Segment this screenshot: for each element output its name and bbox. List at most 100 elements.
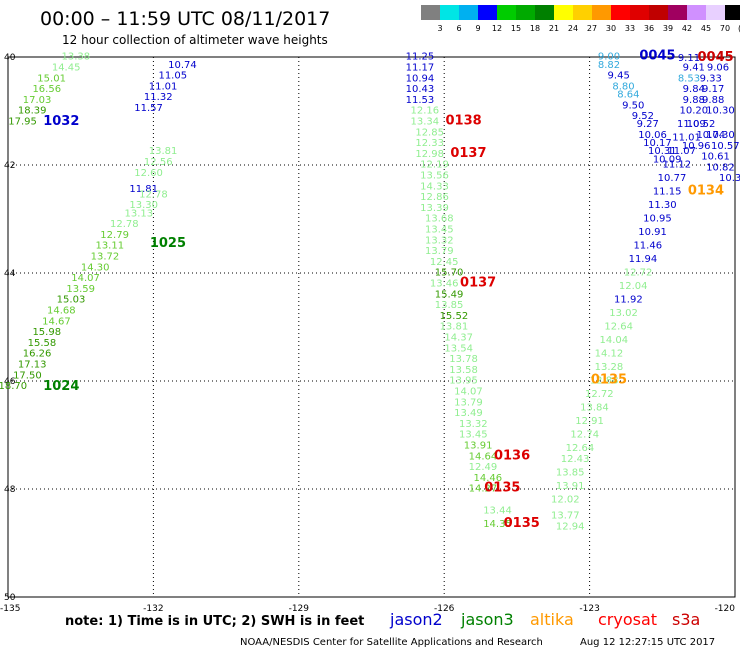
satellite-legend: jason2 jason3 altika cryosat s3a — [389, 610, 700, 629]
wave-height-label: 11.09 — [677, 119, 706, 130]
time-label: 0135 — [504, 516, 540, 531]
scale-label: 33 — [625, 24, 635, 33]
footer-timestamp: Aug 12 12:27:15 UTC 2017 — [580, 637, 715, 648]
scale-label: 15 — [511, 24, 521, 33]
wave-height-label: 13.54 — [444, 343, 473, 354]
wave-height-label: 13.46 — [430, 279, 459, 290]
wave-height-label: 16.56 — [32, 84, 61, 95]
wave-height-label: 13.84 — [580, 403, 609, 414]
wave-height-label: 9.06 — [707, 63, 729, 74]
wave-height-label: 10.43 — [406, 84, 435, 95]
scale-label: 21 — [549, 24, 559, 33]
scale-swatch — [478, 5, 497, 20]
wave-height-label: 13.59 — [66, 284, 95, 295]
wave-height-label: 13.02 — [609, 308, 638, 319]
plot-grid — [7, 56, 736, 598]
wave-height-label: 10.31 — [648, 146, 677, 157]
wave-height-label: 14.27 — [469, 484, 498, 495]
wave-height-label: 12.91 — [575, 416, 604, 427]
wave-height-label: 15.58 — [28, 338, 57, 349]
wave-height-label: 13.91 — [556, 481, 585, 492]
wave-height-label: 12.04 — [619, 281, 648, 292]
wave-height-label: 15.98 — [32, 327, 61, 338]
wave-height-label: 10.06 — [638, 130, 667, 141]
wave-height-label: 13.13 — [125, 208, 154, 219]
wave-height-label: 13.34 — [410, 117, 439, 128]
wave-height-label: 12.74 — [570, 430, 599, 441]
wave-height-label: 11.15 — [653, 187, 682, 198]
scale-swatch — [649, 5, 668, 20]
wave-height-label: 14.46 — [473, 473, 502, 484]
wave-height-label: 13.72 — [91, 252, 120, 263]
wave-height-label: 11.25 — [406, 52, 435, 63]
scale-swatch — [497, 5, 516, 20]
wave-height-label: 12.72 — [585, 389, 614, 400]
wave-height-label: 9.88 — [702, 95, 724, 106]
wave-height-label: 12.72 — [624, 268, 653, 279]
wave-height-label: 11.94 — [629, 254, 658, 265]
wave-height-label: 13.32 — [425, 235, 454, 246]
wave-height-label: 9.17 — [702, 84, 724, 95]
x-tick-label: -129 — [289, 604, 310, 614]
wave-height-label: 10.74 — [696, 130, 725, 141]
scale-swatch — [573, 5, 592, 20]
wave-height-label: 10.20 — [679, 106, 708, 117]
wave-height-label: 8.64 — [617, 90, 639, 101]
scale-label: 3 — [437, 24, 442, 33]
wave-height-label: 11.12 — [663, 160, 692, 171]
wave-height-label: 11.01 — [672, 133, 701, 144]
wave-height-label: 14.07 — [71, 273, 100, 284]
wave-height-label: 12.45 — [430, 257, 459, 268]
wave-height-label: 12.94 — [556, 522, 585, 533]
time-label: 0135 — [484, 481, 520, 496]
wave-height-label: 13.81 — [149, 146, 178, 157]
wave-height-label: 12.85 — [415, 127, 444, 138]
time-label: 1024 — [43, 379, 79, 394]
wave-height-label: 10.95 — [643, 214, 672, 225]
wave-height-label: 13.44 — [483, 505, 512, 516]
time-label: 1032 — [43, 114, 79, 129]
wave-height-label: 13.77 — [551, 511, 580, 522]
wave-height-label: 14.45 — [52, 63, 81, 74]
wave-height-label: 13.32 — [459, 419, 488, 430]
wave-height-label: 11.01 — [149, 81, 178, 92]
wave-height-label: 13.81 — [440, 322, 469, 333]
wave-height-label: 10.96 — [682, 141, 711, 152]
scale-swatch — [440, 5, 459, 20]
scale-label: 9 — [475, 24, 480, 33]
wave-height-label: 10.74 — [168, 60, 197, 71]
series-pass-c: 11.2511.1710.9410.4311.5312.1613.3412.85… — [406, 52, 540, 531]
wave-height-label: 9.88 — [683, 95, 705, 106]
scale-swatch — [668, 5, 687, 20]
scale-label: 27 — [587, 24, 597, 33]
wave-height-label: 11.57 — [134, 103, 163, 114]
x-tick-label: -120 — [715, 604, 736, 614]
legend-item-jason2: jason2 — [389, 610, 443, 629]
x-tick-label: -126 — [434, 604, 455, 614]
wave-height-label: 10.82 — [706, 162, 735, 173]
wave-height-label: 13.85 — [556, 468, 585, 479]
wave-height-label: 14.68 — [47, 306, 76, 317]
wave-height-label: 14.30 — [81, 262, 110, 273]
wave-height-label: 11.53 — [406, 95, 435, 106]
scale-label: 6 — [456, 24, 461, 33]
scale-swatch — [706, 5, 725, 20]
wave-height-label: 17.13 — [18, 360, 47, 371]
wave-height-label: 12.98 — [415, 149, 444, 160]
wave-height-label: 11.17 — [406, 63, 435, 74]
wave-height-label: 14.67 — [42, 316, 71, 327]
wave-height-label: 13.28 — [595, 362, 624, 373]
wave-height-label: 10.09 — [653, 154, 682, 165]
scale-label: 12 — [492, 24, 502, 33]
wave-height-label: 9.84 — [683, 84, 705, 95]
wave-height-label: 9.52 — [632, 111, 654, 122]
wave-height-label: 11.30 — [648, 200, 677, 211]
time-label: 0135 — [591, 373, 627, 388]
wave-height-label: 13.78 — [449, 354, 478, 365]
wave-height-label: 10.30 — [706, 130, 735, 141]
wave-height-label: 14.33 — [420, 181, 449, 192]
wave-height-label: 11.81 — [129, 184, 158, 195]
scale-swatch — [516, 5, 535, 20]
